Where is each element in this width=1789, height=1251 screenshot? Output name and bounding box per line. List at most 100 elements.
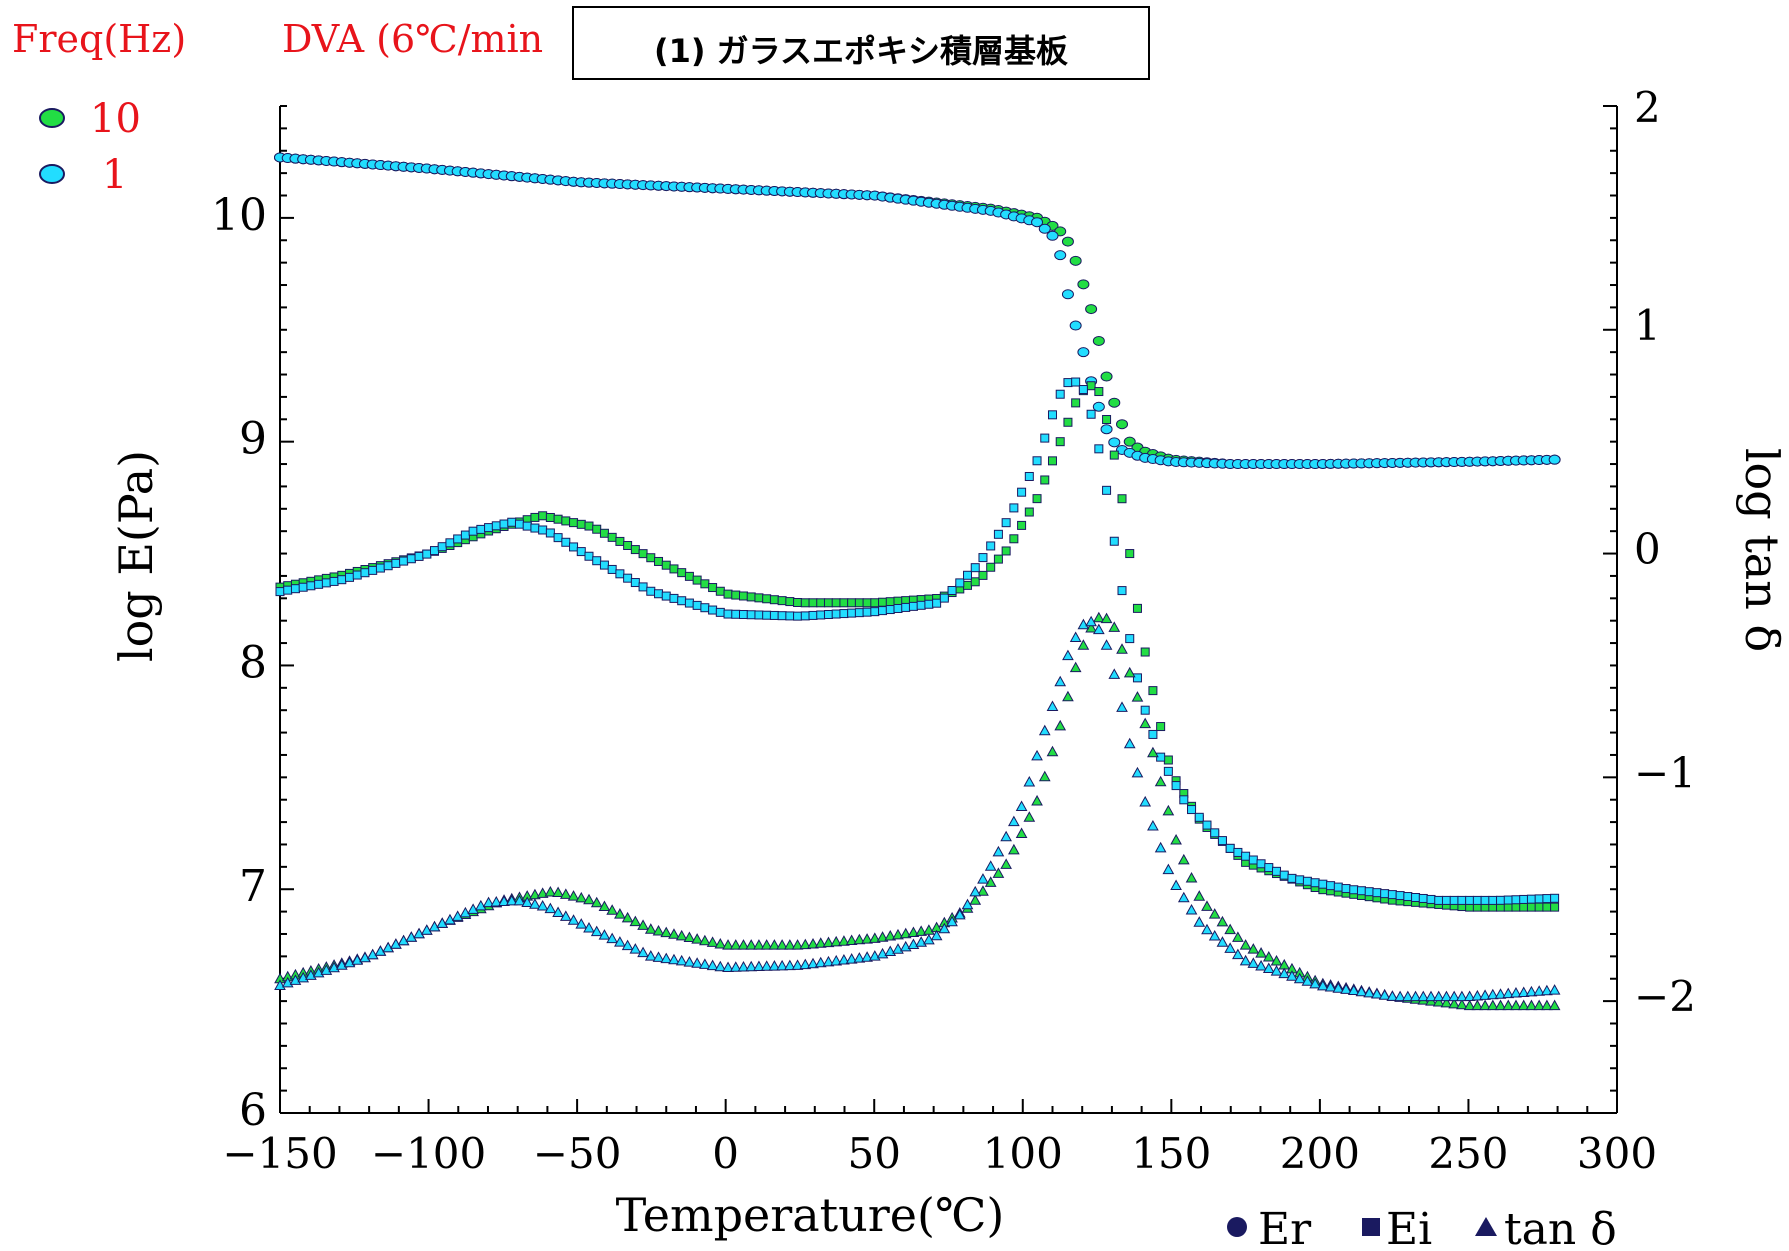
tandelta-marker	[583, 893, 595, 905]
tandelta-marker	[915, 925, 928, 936]
axis-ticks	[279, 105, 1618, 1114]
ei-marker	[1550, 902, 1560, 912]
tandelta-marker	[359, 951, 371, 963]
ei-marker	[1063, 417, 1073, 427]
ei-marker	[932, 598, 942, 608]
tandelta-marker	[729, 939, 742, 950]
tandelta-marker	[1154, 775, 1167, 787]
er-marker	[1116, 419, 1129, 430]
ei-marker	[654, 556, 664, 566]
tandelta-marker	[1510, 999, 1522, 1011]
tandelta-marker	[575, 918, 588, 929]
tandelta-marker	[1510, 987, 1522, 998]
tandelta-marker	[637, 919, 649, 930]
ei-marker	[1140, 647, 1150, 657]
ei-marker	[283, 585, 293, 595]
ei-marker	[1295, 875, 1305, 885]
tandelta-marker	[1394, 990, 1406, 1002]
ei-marker	[530, 523, 540, 533]
ei-marker	[870, 598, 880, 608]
tandelta-marker	[1201, 923, 1213, 935]
method-label: DVA (6℃/min	[282, 17, 543, 61]
er-marker	[1100, 371, 1113, 382]
ei-marker	[1148, 686, 1158, 696]
tandelta-marker	[1278, 967, 1291, 979]
ei-marker	[1526, 902, 1536, 912]
er-marker	[1069, 255, 1082, 266]
tandelta-marker	[838, 953, 850, 965]
tandelta-marker	[1139, 795, 1152, 807]
ei-marker	[885, 597, 895, 607]
ei-marker	[298, 582, 308, 592]
ei-marker	[677, 568, 687, 578]
er-marker	[1100, 424, 1113, 435]
tandelta-marker	[884, 930, 897, 941]
tandelta-marker	[1479, 989, 1491, 1000]
ei-marker	[878, 606, 888, 616]
tandelta-marker	[544, 885, 557, 897]
tandelta-marker	[1077, 618, 1090, 630]
tandelta-marker	[1116, 643, 1128, 654]
tandelta-marker	[1208, 929, 1221, 941]
tandelta-marker	[853, 952, 866, 963]
tandelta-marker	[1525, 985, 1538, 997]
ei-marker	[1248, 855, 1258, 865]
tandelta-marker	[1085, 621, 1097, 633]
ei-marker	[599, 560, 609, 570]
tandelta-marker	[1185, 872, 1198, 883]
ei-marker	[1310, 878, 1320, 888]
tandelta-marker	[1046, 700, 1059, 711]
tandelta-marker	[799, 938, 812, 950]
tandelta-marker	[1270, 954, 1283, 966]
tandelta-marker	[668, 953, 680, 965]
data-markers	[274, 152, 1561, 1011]
tandelta-marker	[559, 910, 572, 921]
ei-marker	[762, 594, 772, 604]
ei-marker	[1094, 444, 1104, 454]
marker-legend: Er Ei tan δ	[1227, 1204, 1617, 1251]
tandelta-marker	[366, 948, 379, 960]
ei-marker	[630, 578, 640, 588]
ei-marker	[321, 578, 331, 588]
ei-marker	[831, 598, 841, 608]
er-marker	[1092, 335, 1105, 346]
tandelta-marker	[1401, 990, 1414, 1002]
ei-marker	[684, 598, 694, 608]
ei-marker	[1132, 603, 1142, 613]
ei-marker	[576, 547, 586, 557]
ei-marker	[345, 572, 355, 582]
tandelta-marker	[783, 959, 796, 971]
y-tick-label: 9	[239, 414, 267, 465]
ei-marker	[553, 514, 563, 524]
tandelta-marker	[977, 885, 989, 896]
er-marker	[1077, 347, 1090, 358]
ei-marker	[1441, 895, 1451, 905]
tandelta-marker	[482, 896, 495, 908]
tandelta-marker	[953, 908, 966, 920]
title-box	[572, 6, 1150, 80]
tandelta-marker	[637, 946, 649, 958]
freq-legend-marker-10	[39, 108, 65, 128]
tandelta-marker	[691, 957, 703, 968]
tandelta-marker	[1440, 990, 1453, 1002]
ei-marker	[870, 607, 880, 617]
freq-label: Freq(Hz)	[12, 17, 186, 61]
ei-marker	[569, 542, 579, 552]
ei-marker	[623, 573, 633, 583]
tandelta-marker	[644, 950, 657, 961]
ei-marker	[1287, 873, 1297, 883]
y2-tick-label: 2	[1634, 83, 1661, 132]
tandelta-marker	[598, 929, 611, 940]
tandelta-marker	[1054, 675, 1067, 687]
tandelta-marker	[1440, 996, 1453, 1008]
tandelta-marker	[791, 959, 804, 970]
er-marker	[1054, 250, 1067, 261]
x-tick-label: −50	[533, 1129, 622, 1178]
tandelta-marker	[737, 939, 750, 950]
tandelta-marker	[1038, 770, 1051, 782]
ei-marker	[746, 592, 756, 602]
ei-marker	[538, 511, 548, 521]
tandelta-marker	[1502, 987, 1515, 999]
ei-marker	[1356, 886, 1366, 896]
ei-marker	[738, 591, 748, 601]
